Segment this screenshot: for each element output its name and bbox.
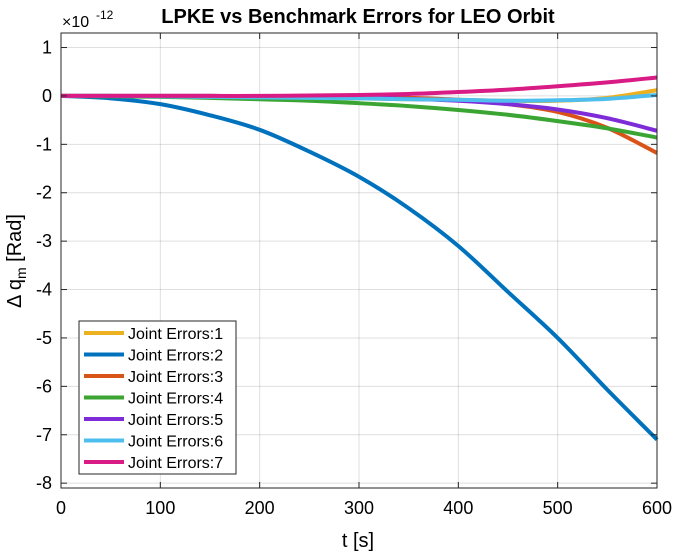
y-axis-title: Δ qm [Rad] (4, 214, 29, 308)
y-tick-label: -8 (36, 473, 52, 493)
y-tick-label: -7 (36, 425, 52, 445)
y-axis-title-text: Δ qm [Rad] (4, 214, 29, 308)
x-tick-label: 100 (145, 498, 175, 518)
series-lines (60, 75, 659, 442)
x-axis-title: t [s] (342, 530, 374, 551)
x-tick-label: 0 (56, 498, 66, 518)
y-axis-title-suffix: [Rad] (4, 214, 26, 267)
y-tick-label: 1 (42, 38, 52, 58)
y-tick-label: -6 (36, 376, 52, 396)
chart-title: LPKE vs Benchmark Errors for LEO Orbit (161, 6, 555, 28)
axis-ticks: 0 100 200 300 400 500 600 1 0 -1 -2 -3 -4 -5 -6 -7 -8 (36, 33, 672, 518)
y-axis-exponent: ×10 -12 (62, 8, 114, 31)
legend-label-6: Joint Errors:6 (128, 434, 223, 451)
y-exponent-power: -12 (96, 8, 114, 22)
y-tick-label: -4 (36, 280, 52, 300)
legend-label-2: Joint Errors:2 (128, 348, 223, 365)
x-tick-label: 400 (443, 498, 473, 518)
y-tick-label: -5 (36, 328, 52, 348)
y-tick-label: -3 (36, 231, 52, 251)
y-tick-label: -1 (36, 134, 52, 154)
y-axis-title-prefix: Δ q (4, 279, 26, 308)
y-exponent-base: ×10 (62, 14, 89, 31)
legend-label-7: Joint Errors:7 (128, 455, 223, 472)
y-tick-label: 0 (42, 86, 52, 106)
y-axis-title-sub: m (13, 267, 29, 279)
legend-label-1: Joint Errors:1 (128, 326, 223, 343)
legend-label-4: Joint Errors:4 (128, 391, 223, 408)
series-line-2 (60, 93, 659, 442)
y-tick-label: -2 (36, 183, 52, 203)
legend-label-3: Joint Errors:3 (128, 369, 223, 386)
legend: Joint Errors:1 Joint Errors:2 Joint Errors… (78, 320, 237, 475)
x-tick-label: 500 (543, 498, 573, 518)
x-tick-label: 600 (642, 498, 672, 518)
x-tick-label: 300 (344, 498, 374, 518)
series-line-7 (61, 75, 658, 98)
legend-label-5: Joint Errors:5 (128, 412, 223, 429)
x-tick-label: 200 (245, 498, 275, 518)
legend-items: Joint Errors:1 Joint Errors:2 Joint Errors… (84, 326, 223, 472)
